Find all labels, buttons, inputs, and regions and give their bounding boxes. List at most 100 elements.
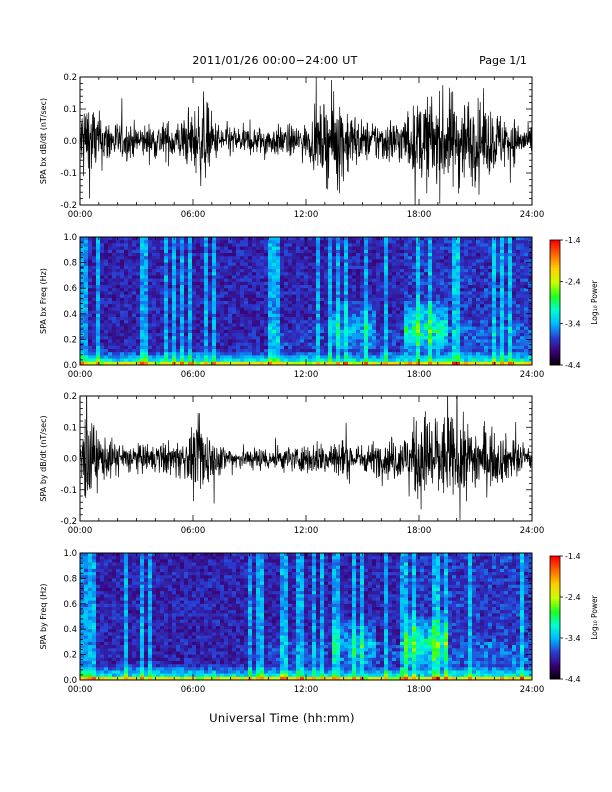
spectrogram-cell	[260, 278, 265, 283]
spectrogram-cell	[80, 259, 85, 263]
spectrogram-cell	[492, 323, 497, 327]
spectrogram-cell	[112, 355, 117, 359]
spectrogram-cell	[108, 349, 113, 353]
spectrogram-cell	[148, 333, 153, 337]
spectrogram-cell	[220, 304, 225, 308]
spectrogram-cell	[140, 275, 145, 279]
spectrogram-cell	[392, 342, 397, 347]
spectrogram-cell	[216, 349, 221, 353]
spectrogram-cell	[220, 297, 225, 302]
spectrogram-cell	[308, 272, 313, 276]
spectrogram-cell	[456, 240, 461, 244]
spectrogram-cell	[252, 297, 257, 302]
spectrogram-cell	[396, 265, 401, 270]
spectrogram-cell	[508, 361, 513, 366]
spectrogram-cell	[344, 237, 349, 241]
spectrogram-cell	[524, 349, 529, 353]
spectrogram-cell	[484, 313, 489, 318]
spectrogram-cell	[228, 288, 233, 292]
spectrogram-cell	[80, 285, 85, 289]
spectrogram-cell	[92, 249, 97, 254]
spectrogram-cell	[316, 313, 321, 318]
spectrogram-cell	[240, 275, 245, 279]
spectrogram-cell	[208, 313, 213, 318]
spectrogram-cell	[148, 355, 153, 359]
spectrogram-cell	[456, 297, 461, 302]
spectrogram-cell	[216, 269, 221, 273]
spectrogram-cell	[176, 317, 181, 321]
spectrogram-cell	[424, 333, 429, 337]
spectrogram-cell	[248, 345, 253, 350]
spectrogram-cell	[404, 294, 409, 299]
spectrogram-cell	[448, 313, 453, 318]
spectrogram-cell	[528, 297, 533, 302]
spectrogram-cell	[88, 584, 93, 589]
spectrogram-cell	[408, 342, 413, 347]
spectrogram-cell	[164, 278, 169, 283]
spectrogram-cell	[192, 269, 197, 273]
spectrogram-cell	[148, 246, 153, 251]
spectrogram-cell	[336, 281, 341, 286]
spectrogram-cell	[96, 355, 101, 359]
spectrogram-cell	[432, 243, 437, 247]
spectrogram-cell	[352, 323, 357, 327]
spectrogram-cell	[300, 342, 305, 347]
spectrogram-cell	[196, 336, 201, 340]
spectrogram-cell	[368, 256, 373, 260]
spectrogram-cell	[496, 349, 501, 353]
spectrogram-cell	[436, 253, 441, 257]
y-tick-label: 0.1	[63, 423, 77, 433]
spectrogram-cell	[428, 329, 433, 334]
spectrogram-cell	[524, 294, 529, 299]
spectrogram-cell	[348, 345, 353, 350]
spectrogram-cell	[416, 317, 421, 321]
spectrogram-cell	[324, 313, 329, 318]
spectrogram-cell	[308, 361, 313, 366]
spectrogram-cell	[108, 246, 113, 251]
spectrogram-cell	[372, 297, 377, 302]
spectrogram-cell	[476, 313, 481, 318]
spectrogram-cell	[240, 361, 245, 366]
spectrogram-cell	[236, 269, 241, 273]
spectrogram-cell	[356, 243, 361, 247]
spectrogram-cell	[352, 249, 357, 254]
spectrogram-cell	[400, 246, 405, 251]
spectrogram-cell	[292, 240, 297, 244]
spectrogram-cell	[300, 281, 305, 286]
spectrogram-cell	[220, 358, 225, 363]
spectrogram-cell	[256, 294, 261, 299]
spectrogram-cell	[312, 307, 317, 311]
spectrogram-cell	[132, 313, 137, 318]
spectrogram-cell	[124, 297, 129, 302]
spectrogram-cell	[264, 291, 269, 295]
spectrogram-cell	[264, 288, 269, 292]
spectrogram-cell	[364, 285, 369, 289]
spectrogram-cell	[196, 326, 201, 331]
spectrogram-cell	[384, 342, 389, 347]
spectrogram-cell	[512, 336, 517, 340]
spectrogram-cell	[352, 301, 357, 305]
spectrogram-cell	[396, 243, 401, 247]
spectrogram-cell	[480, 361, 485, 366]
spectrogram-cell	[484, 285, 489, 289]
spectrogram-cell	[328, 339, 333, 343]
spectrogram-cell	[392, 323, 397, 327]
spectrogram-cell	[276, 317, 281, 321]
spectrogram-cell	[456, 307, 461, 311]
spectrogram-cell	[268, 269, 273, 273]
spectrogram-cell	[136, 349, 141, 353]
spectrogram-cell	[292, 307, 297, 311]
spectrogram-cell	[112, 361, 117, 366]
spectrogram-cell	[420, 317, 425, 321]
spectrogram-cell	[200, 313, 205, 318]
spectrogram-cell	[256, 304, 261, 308]
spectrogram-cell	[332, 310, 337, 315]
spectrogram-cell	[216, 288, 221, 292]
spectrogram-cell	[384, 336, 389, 340]
spectrogram-cell	[472, 310, 477, 315]
spectrogram-cell	[216, 307, 221, 311]
spectrogram-cell	[176, 329, 181, 334]
spectrogram-cell	[408, 301, 413, 305]
spectrogram-cell	[132, 323, 137, 327]
spectrogram-cell	[512, 272, 517, 276]
